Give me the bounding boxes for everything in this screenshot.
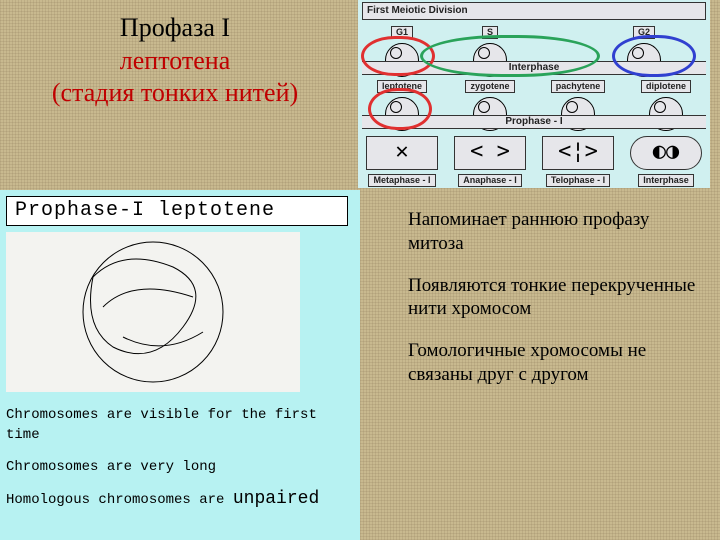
panel-line-2: Chromosomes are very long (6, 457, 354, 477)
meiosis-row-interphase: G1 S G2 Interphase (358, 20, 710, 74)
telophase-icon: <¦> (542, 136, 614, 170)
meiosis-row-later: ✕ Metaphase - I < > Anaphase - I <¦> Tel… (358, 128, 710, 178)
right-p1: Напоминает раннюю профазу митоза (408, 208, 708, 256)
leptotene-cell-drawing (6, 232, 300, 392)
right-p3: Гомологичные хромосомы не связаны друг с… (408, 339, 708, 387)
panel-line-1: Chromosomes are visible for the first ti… (6, 405, 354, 445)
meiosis-header: First Meiotic Division (362, 2, 706, 20)
title-line-2: лептотена (10, 45, 340, 78)
slide: Профаза I лептотена (стадия тонких нитей… (0, 0, 720, 540)
cell-svg (33, 237, 273, 387)
cell-metaphase: ✕ Metaphase - I (358, 130, 446, 188)
row-label-prophase: Prophase - I (362, 115, 706, 129)
title-line-1: Профаза I (10, 12, 340, 45)
leptotene-panel: Prophase-I leptotene Chromosomes are vis… (0, 190, 360, 540)
cell-anaphase: < > Anaphase - I (446, 130, 534, 188)
panel-text: Chromosomes are visible for the first ti… (6, 393, 354, 522)
meiosis-row-prophase: leptotene zygotene pachytene diplotene P… (358, 74, 710, 128)
interphase2-icon: ◐◑ (630, 136, 702, 170)
anaphase-icon: < > (454, 136, 526, 170)
row-label-interphase: Interphase (362, 61, 706, 75)
cell-telophase: <¦> Telophase - I (534, 130, 622, 188)
panel-title: Prophase-I leptotene (6, 196, 348, 226)
right-text: Напоминает раннюю профазу митоза Появляю… (408, 208, 708, 405)
panel-line-3: Homologous chromosomes are unpaired (6, 489, 354, 510)
meiosis-diagram: First Meiotic Division G1 S G2 Interphas… (358, 0, 710, 188)
metaphase-icon: ✕ (366, 136, 438, 170)
slide-title: Профаза I лептотена (стадия тонких нитей… (10, 12, 340, 110)
right-p2: Появляются тонкие перекрученные нити хро… (408, 274, 708, 322)
cell-interphase2: ◐◑ Interphase (622, 130, 710, 188)
title-line-3: (стадия тонких нитей) (10, 77, 340, 110)
